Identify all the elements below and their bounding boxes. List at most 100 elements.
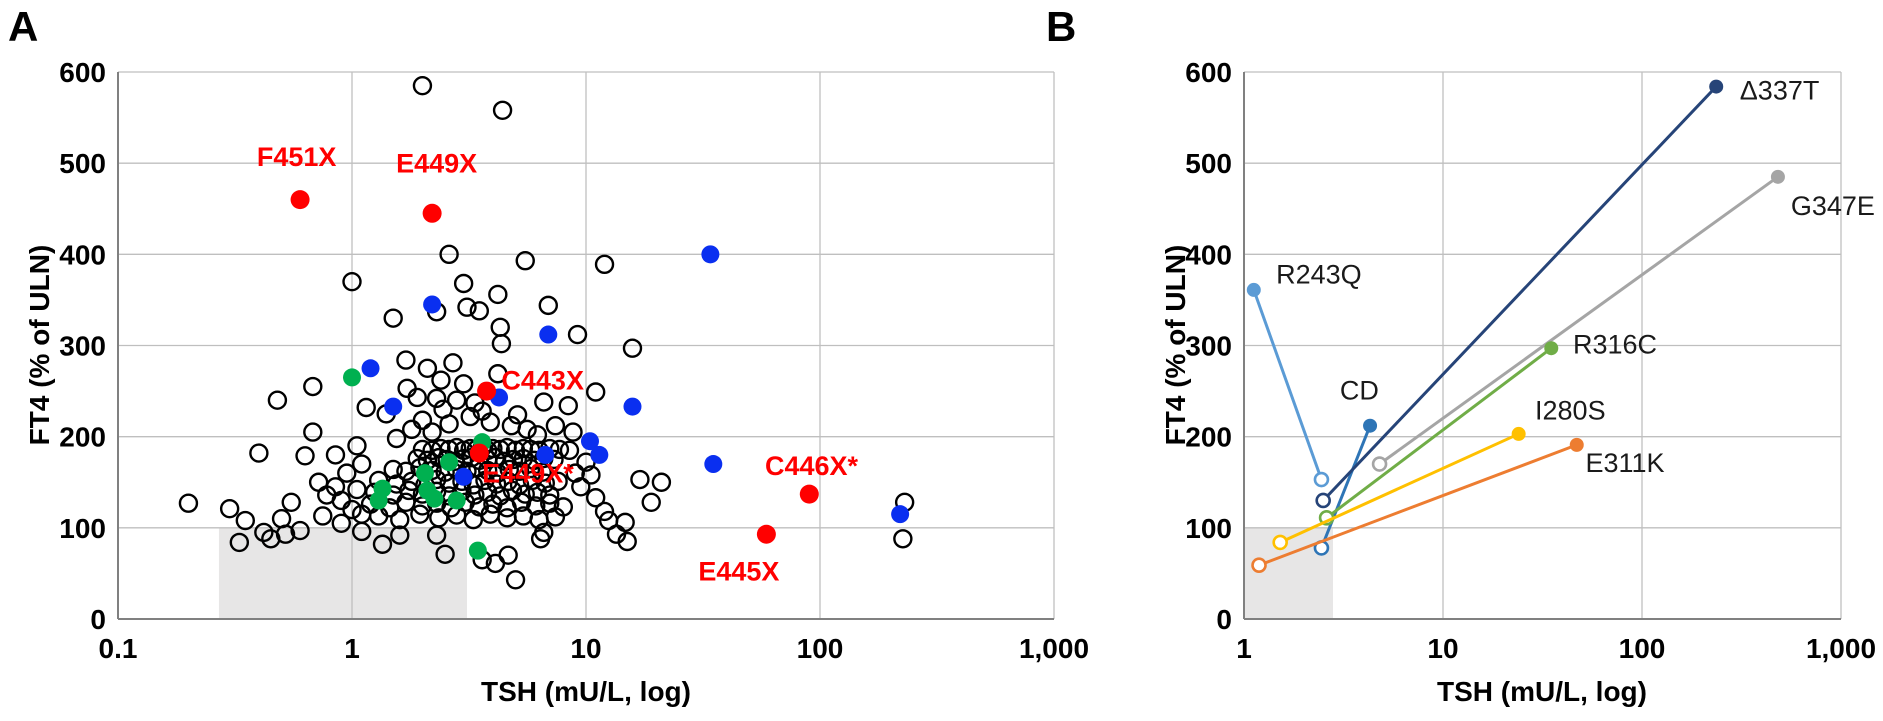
series-line-CD [1320,425,1372,549]
data-point-open [545,507,566,527]
data-point-open [490,317,510,337]
series-filled-marker-CD [1363,418,1378,433]
panel-a-x-axis-title: TSH (mU/L, log) [481,676,691,707]
series-line-I280S [1279,432,1520,544]
data-point-open [426,388,447,409]
series-filled-marker-R316C [1544,341,1559,356]
data-point-green [415,464,434,483]
data-point-open [390,509,410,530]
data-point-open [396,350,416,370]
data-point-open [342,499,362,520]
data-point-open [457,297,477,317]
series-open-marker-R243Q [1313,471,1330,488]
data-point-open [540,485,560,505]
data-point-open [503,449,524,470]
data-point-open [337,463,357,483]
data-point-open [219,498,240,519]
data-point-green [343,368,361,387]
data-point-open [559,440,580,461]
data-point-open [453,273,474,294]
data-point-open [356,397,376,418]
data-point-open [534,522,554,543]
series-label-Δ337T: Δ337T [1740,75,1820,105]
y-tick-label-A-100: 100 [59,513,106,544]
mutation-label-C443X: C443X [501,365,584,395]
data-point-open [178,493,199,513]
data-point-open [497,508,517,528]
y-tick-label-B-0: 0 [1216,604,1232,635]
y-tick-label-B-300: 300 [1185,331,1232,362]
data-point-green [369,491,388,510]
data-point-open [488,364,508,384]
data-point-open [412,410,433,430]
data-point-open [527,482,548,502]
panel-a-y-axis-title: FT4 (% of ULN) [24,244,55,446]
data-point-blue [536,445,555,464]
data-point-open [499,459,519,480]
data-point-green [440,453,459,472]
data-point-open [460,406,480,427]
series-line-R243Q [1252,289,1323,481]
data-point-open [303,422,323,442]
panel-b-x-axis-title: TSH (mU/L, log) [1437,676,1647,707]
data-point-open [397,378,417,399]
data-point-open [617,531,637,552]
data-point-open [585,488,606,508]
data-point-open [517,419,537,440]
data-point-open [396,492,416,513]
data-point-blue [580,432,599,451]
data-point-open [431,438,451,459]
data-point-red-F451X [290,190,310,210]
y-tick-label-B-200: 200 [1185,422,1232,453]
data-point-open [491,333,512,354]
data-point-open [435,544,455,564]
series-label-I280S: I280S [1535,395,1606,425]
data-point-red-E449X [422,203,442,223]
data-point-open [275,524,296,544]
data-point-open [446,390,467,410]
panel-b-y-axis-title: FT4 (% of ULN) [1160,244,1191,446]
y-tick-label-B-100: 100 [1185,513,1232,544]
data-point-open [313,506,333,526]
data-point-open [488,284,508,305]
y-tick-label-A-0: 0 [90,604,106,635]
mutation-label-E449X*: E449X* [482,458,574,488]
data-point-red-E445X [756,524,776,544]
data-point-green [447,491,466,510]
data-point-blue [623,397,642,416]
series-open-marker-G347E [1371,456,1388,472]
panel-a-letter: A [8,3,39,50]
data-point-open [351,521,372,542]
data-point-open [515,251,535,271]
data-point-blue [454,467,473,486]
data-point-open [651,472,672,492]
data-point-open [347,436,367,456]
data-point-open [229,532,250,553]
x-tick-label-A-1: 1 [344,633,360,664]
data-point-open [402,419,422,440]
data-point-open [509,461,530,482]
data-point-open [453,374,474,394]
series-label-CD: CD [1340,375,1379,405]
data-point-open [534,392,554,412]
data-point-open [412,75,433,96]
data-point-open [567,324,588,345]
series-line-R316C [1325,347,1553,520]
data-point-open [235,510,256,531]
data-point-open [545,416,566,436]
data-point-open [507,405,528,425]
data-point-open [383,459,403,480]
data-point-open [443,353,463,373]
data-point-blue [361,359,380,378]
y-tick-label-A-200: 200 [59,422,106,453]
x-tick-label-B-100: 100 [1619,633,1666,664]
data-point-open [433,399,453,420]
data-point-open [383,308,403,328]
y-tick-label-A-600: 600 [59,57,106,88]
data-point-open [483,494,503,514]
series-label-E311K: E311K [1585,448,1664,478]
series-filled-marker-R243Q [1246,282,1261,297]
data-point-open [463,509,484,530]
data-point-open [585,382,606,402]
